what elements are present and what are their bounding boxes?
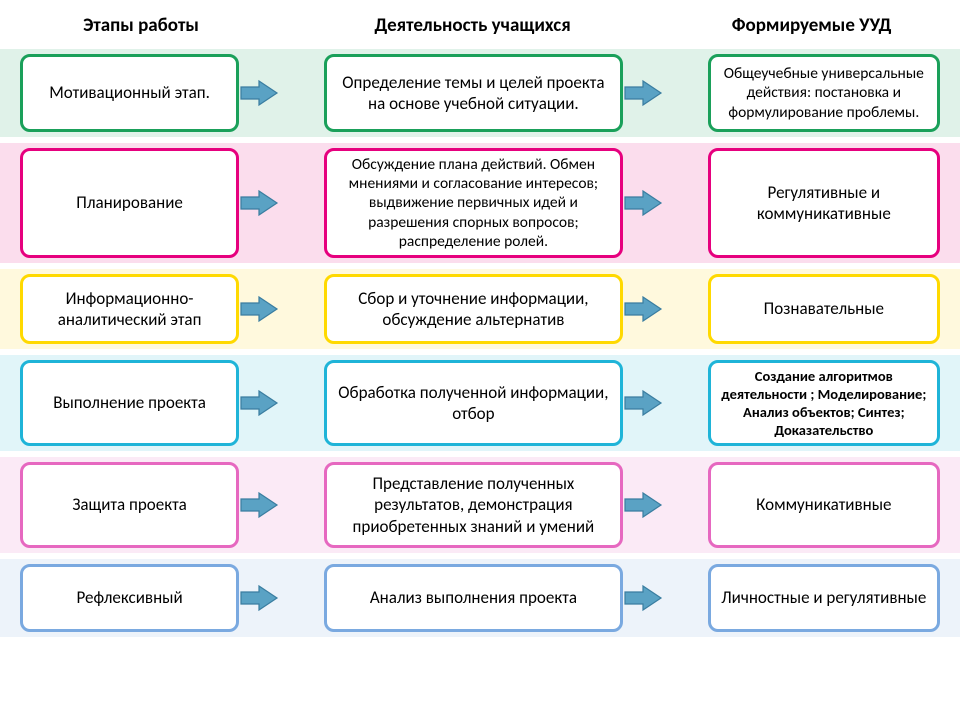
uud-box: Создание алгоритмов деятельности ; Модел… xyxy=(708,360,940,446)
header-activity: Деятельность учащихся xyxy=(307,10,638,41)
header-uud: Формируемые УУД xyxy=(683,10,940,41)
row-inner: Планирование Обсуждение плана действий. … xyxy=(20,143,940,263)
arrow-icon xyxy=(239,188,279,218)
row-inner: Информационно-аналитический этап Сбор и … xyxy=(20,269,940,349)
row-inner: Мотивационный этап. Определение темы и ц… xyxy=(20,49,940,137)
activity-box: Обсуждение плана действий. Обмен мнениям… xyxy=(324,148,623,258)
stage-box: Мотивационный этап. xyxy=(20,54,239,132)
diagram-row: Информационно-аналитический этап Сбор и … xyxy=(20,269,940,349)
activity-box: Анализ выполнения проекта xyxy=(324,564,623,632)
row-inner: Защита проекта Представление полученных … xyxy=(20,457,940,553)
diagram-rows: Мотивационный этап. Определение темы и ц… xyxy=(20,49,940,637)
arrow-icon xyxy=(623,388,663,418)
diagram-row: Выполнение проекта Обработка полученной … xyxy=(20,355,940,451)
arrow-icon xyxy=(623,188,663,218)
activity-box: Обработка полученной информации, отбор xyxy=(324,360,623,446)
stage-box: Защита проекта xyxy=(20,462,239,548)
arrow-icon xyxy=(239,490,279,520)
arrow-icon xyxy=(239,78,279,108)
diagram-container: Этапы работы Деятельность учащихся Форми… xyxy=(0,0,960,720)
arrow-icon xyxy=(623,490,663,520)
uud-box: Познавательные xyxy=(708,274,940,344)
column-headers: Этапы работы Деятельность учащихся Форми… xyxy=(20,10,940,41)
activity-box: Определение темы и целей проекта на осно… xyxy=(324,54,623,132)
diagram-row: Защита проекта Представление полученных … xyxy=(20,457,940,553)
stage-box: Планирование xyxy=(20,148,239,258)
arrow-icon xyxy=(239,294,279,324)
uud-box: Регулятивные и коммуникативные xyxy=(708,148,940,258)
activity-box: Представление полученных результатов, де… xyxy=(324,462,623,548)
diagram-row: Планирование Обсуждение плана действий. … xyxy=(20,143,940,263)
arrow-icon xyxy=(239,583,279,613)
activity-box: Сбор и уточнение информации, обсуждение … xyxy=(324,274,623,344)
row-inner: Выполнение проекта Обработка полученной … xyxy=(20,355,940,451)
stage-box: Рефлексивный xyxy=(20,564,239,632)
arrow-icon xyxy=(623,583,663,613)
row-inner: Рефлексивный Анализ выполнения проекта Л… xyxy=(20,559,940,637)
diagram-row: Рефлексивный Анализ выполнения проекта Л… xyxy=(20,559,940,637)
stage-box: Выполнение проекта xyxy=(20,360,239,446)
arrow-icon xyxy=(623,294,663,324)
diagram-row: Мотивационный этап. Определение темы и ц… xyxy=(20,49,940,137)
arrow-icon xyxy=(623,78,663,108)
stage-box: Информационно-аналитический этап xyxy=(20,274,239,344)
arrow-icon xyxy=(239,388,279,418)
header-stages: Этапы работы xyxy=(20,10,262,41)
uud-box: Коммуникативные xyxy=(708,462,940,548)
uud-box: Общеучебные универсальные действия: пост… xyxy=(708,54,940,132)
uud-box: Личностные и регулятивные xyxy=(708,564,940,632)
